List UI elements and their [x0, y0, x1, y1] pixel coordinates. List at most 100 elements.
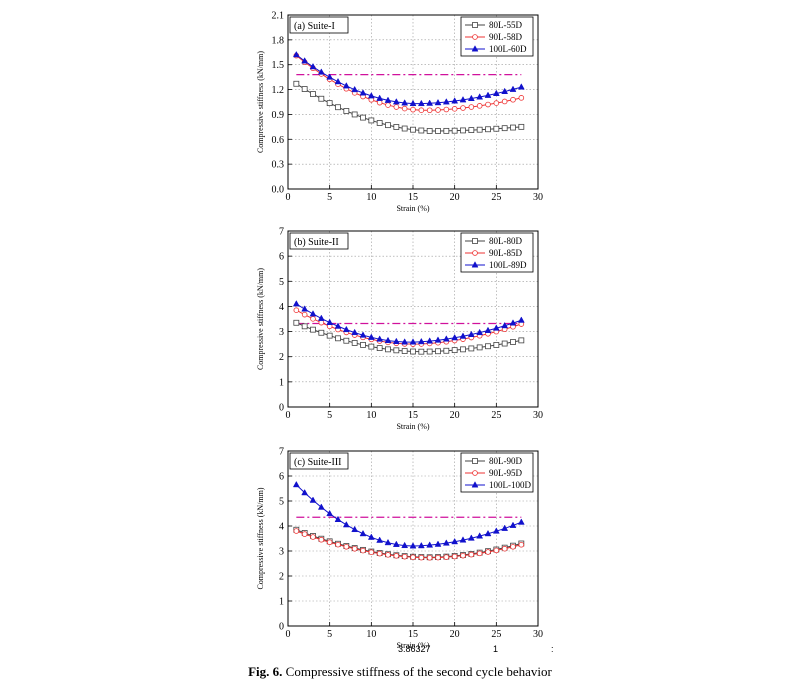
y-tick-label: 6 — [279, 252, 284, 263]
data-point-1 — [393, 104, 400, 110]
data-point-0 — [376, 120, 383, 126]
y-tick-label: 7 — [279, 447, 284, 458]
data-point-1 — [435, 554, 441, 561]
x-tick-label: 10 — [366, 410, 376, 421]
data-point-2 — [409, 542, 417, 549]
data-point-0 — [401, 348, 408, 354]
data-point-2 — [451, 537, 459, 545]
data-point-2 — [492, 89, 500, 96]
y-tick-label: 2 — [279, 352, 284, 363]
data-point-2 — [292, 50, 300, 58]
data-point-2 — [409, 338, 417, 345]
x-axis-label: Strain (%) — [396, 204, 429, 213]
data-point-2 — [401, 338, 409, 345]
legend-label: 80L-80D — [489, 236, 522, 246]
data-point-2 — [442, 539, 450, 546]
data-point-0 — [410, 348, 416, 355]
data-point-2 — [342, 82, 350, 89]
data-point-2 — [401, 99, 409, 106]
data-point-2 — [492, 324, 500, 331]
data-point-0 — [368, 343, 375, 350]
data-point-2 — [442, 98, 450, 105]
data-point-2 — [484, 91, 492, 98]
series-line-0 — [296, 322, 522, 353]
y-axis-label: Compressive stiffness (kN/mm) — [256, 487, 265, 589]
data-point-1 — [401, 105, 408, 112]
data-point-2 — [351, 85, 359, 93]
data-point-2 — [501, 87, 509, 94]
data-point-2 — [392, 337, 400, 344]
data-point-1 — [476, 550, 483, 557]
data-point-0 — [343, 108, 350, 114]
x-tick-label: 30 — [533, 192, 543, 203]
data-point-0 — [335, 104, 341, 111]
data-point-2 — [309, 62, 317, 70]
series-line-1 — [296, 309, 522, 345]
data-point-2 — [451, 333, 459, 341]
panel-label-box — [289, 232, 349, 250]
data-point-0 — [301, 323, 308, 330]
legend-swatch-marker — [472, 34, 478, 40]
data-point-2 — [301, 57, 309, 64]
data-point-2 — [334, 322, 342, 329]
data-point-1 — [418, 554, 425, 561]
data-point-2 — [517, 83, 525, 90]
x-tick-label: 25 — [491, 410, 501, 421]
data-point-0 — [493, 125, 500, 132]
y-tick-label: 0 — [279, 403, 284, 414]
stray-number-left: 3.86327 — [398, 644, 431, 654]
x-tick-label: 5 — [327, 192, 332, 203]
data-point-0 — [518, 337, 525, 344]
x-tick-label: 0 — [286, 410, 291, 421]
data-point-1 — [468, 551, 475, 558]
data-point-0 — [451, 127, 458, 134]
panel-label: (b) Suite-II — [294, 237, 339, 248]
series-line-2 — [295, 484, 522, 547]
data-point-1 — [326, 539, 333, 546]
y-tick-label: 4 — [279, 302, 284, 313]
data-point-1 — [318, 319, 325, 326]
data-point-0 — [351, 111, 358, 118]
data-point-0 — [460, 346, 466, 353]
data-point-2 — [359, 529, 367, 537]
x-tick-label: 20 — [450, 410, 460, 421]
data-point-1 — [426, 107, 433, 114]
data-point-1 — [518, 541, 525, 548]
data-point-2 — [384, 96, 392, 103]
data-point-2 — [492, 527, 500, 534]
legend-swatch-marker — [471, 261, 479, 268]
data-point-2 — [501, 321, 509, 329]
data-point-0 — [301, 86, 308, 92]
data-point-0 — [368, 117, 375, 124]
caption-text: Compressive stiffness of the second cycl… — [285, 664, 552, 679]
legend-label: 100L-100D — [489, 480, 531, 490]
y-tick-label: 7 — [279, 227, 284, 238]
data-point-1 — [476, 103, 483, 109]
data-point-2 — [426, 99, 434, 106]
data-point-1 — [493, 547, 500, 554]
data-point-0 — [326, 100, 333, 107]
legend-label: 80L-90D — [489, 456, 522, 466]
data-point-0 — [343, 337, 350, 344]
data-point-1 — [343, 543, 350, 550]
data-point-2 — [309, 310, 317, 317]
legend-label: 90L-58D — [489, 32, 522, 42]
y-tick-label: 0.0 — [272, 185, 285, 196]
data-point-0 — [501, 125, 508, 132]
data-point-1 — [426, 554, 433, 561]
x-tick-label: 15 — [408, 192, 418, 203]
x-tick-label: 5 — [327, 410, 332, 421]
data-point-2 — [434, 98, 442, 106]
x-axis-label: Strain (%) — [396, 641, 429, 650]
x-tick-label: 10 — [366, 629, 376, 640]
data-point-0 — [418, 127, 425, 134]
data-point-1 — [360, 547, 366, 554]
data-point-2 — [476, 93, 484, 100]
data-point-2 — [426, 541, 434, 548]
x-tick-label: 15 — [408, 629, 418, 640]
data-point-1 — [410, 106, 416, 113]
data-point-0 — [376, 345, 383, 351]
legend-swatch-marker — [472, 470, 478, 476]
panel-label-box — [289, 452, 349, 470]
